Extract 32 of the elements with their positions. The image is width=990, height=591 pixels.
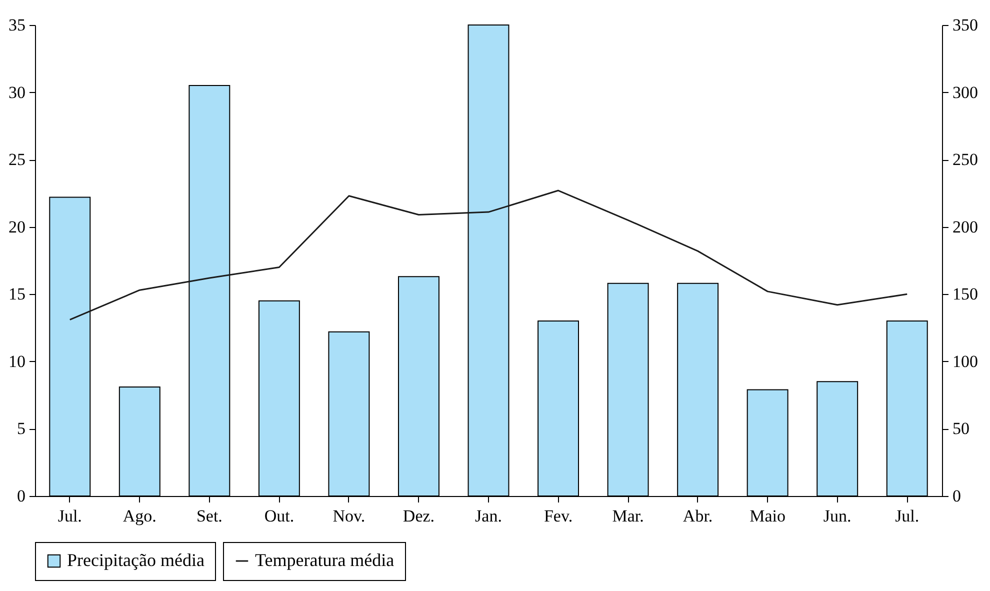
y2-tick-label: 250: [952, 150, 978, 170]
y-tick-label: 30: [8, 82, 26, 102]
y-tick-label: 35: [8, 16, 26, 34]
y-tick-label: 0: [17, 486, 26, 506]
y2-tick-label: 350: [952, 16, 978, 34]
x-tick-label: Out.: [264, 506, 294, 526]
y-tick-label: 10: [8, 352, 26, 371]
x-tick-label: Mar.: [612, 506, 644, 526]
x-tick-label: Jun.: [823, 506, 852, 526]
y2-tick-label: 150: [952, 284, 978, 304]
legend-label: Temperatura média: [255, 550, 394, 570]
x-tick-label: Jan.: [475, 506, 502, 526]
x-tick-label: Fev.: [544, 506, 573, 526]
y2-tick-label: 100: [952, 352, 978, 371]
line-series: [69, 190, 908, 320]
x-tick-label: Ago.: [122, 506, 156, 526]
x-tick-label: Jul.: [58, 506, 82, 526]
x-tick-label: Set.: [196, 506, 222, 526]
x-tick-label: Abr.: [682, 506, 713, 526]
y-tick-label: 25: [8, 150, 26, 170]
y-tick-label: 15: [8, 284, 26, 304]
x-tick-label: Nov.: [332, 506, 366, 526]
y2-tick-label: 50: [952, 419, 970, 438]
y2-tick-label: 200: [952, 217, 978, 236]
x-tick-label: Maio: [750, 506, 786, 526]
legend-label: Precipitação média: [67, 550, 204, 570]
x-tick-label: Jul.: [895, 506, 920, 526]
y2-tick-label: 0: [952, 486, 961, 506]
y-tick-label: 20: [8, 217, 26, 236]
x-tick-label: Dez.: [402, 506, 435, 526]
y2-tick-label: 300: [952, 82, 978, 102]
y-tick-label: 5: [17, 419, 26, 438]
